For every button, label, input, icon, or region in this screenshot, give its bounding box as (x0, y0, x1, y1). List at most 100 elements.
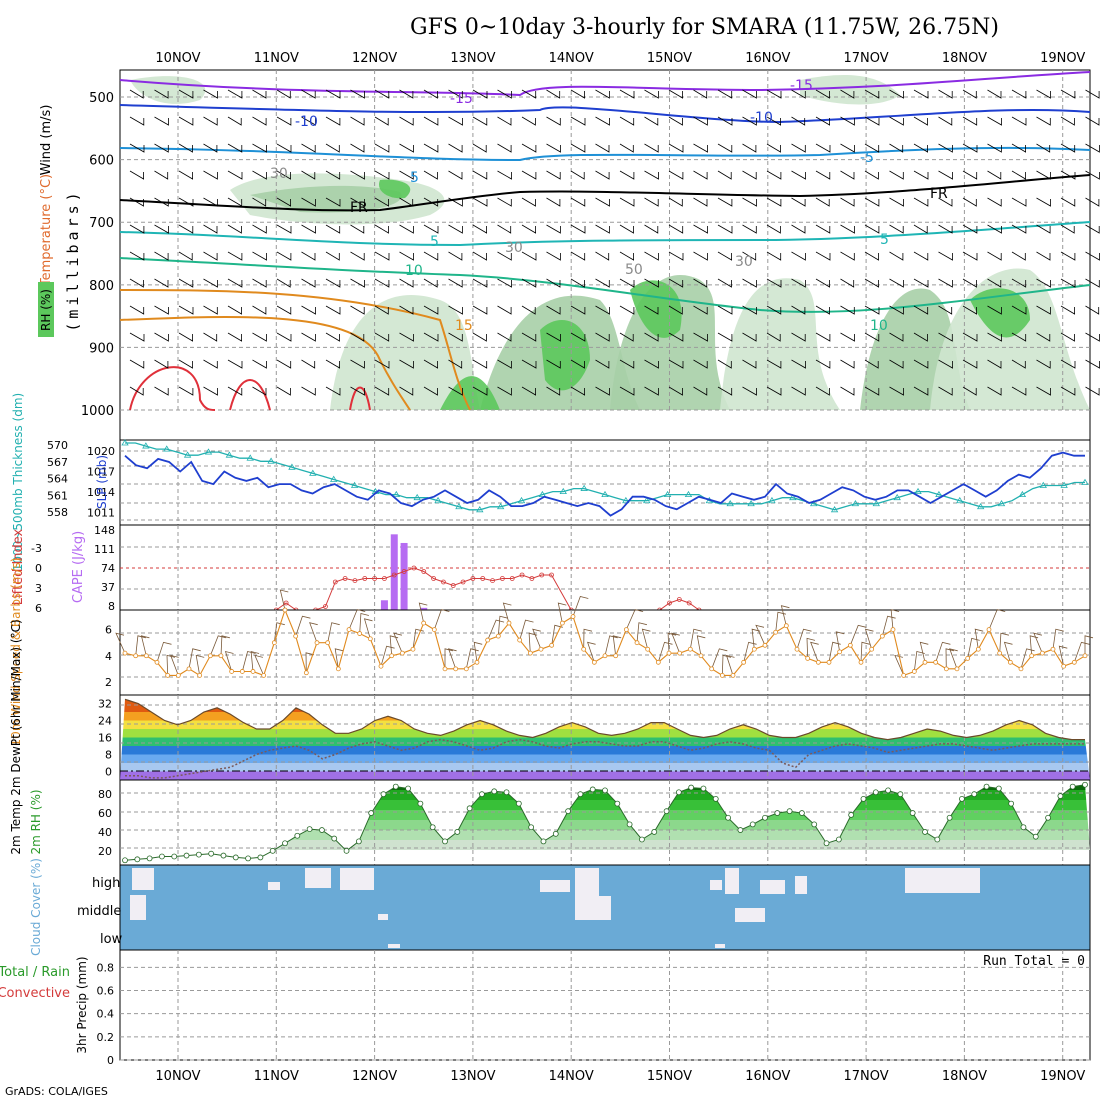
wind-barb (791, 224, 806, 234)
wind-speed-point (421, 620, 427, 626)
wind-barbs (129, 89, 1100, 396)
rh-point (626, 821, 633, 828)
wind-barb (227, 170, 243, 180)
wind-speed-point (154, 659, 160, 665)
wind-barb (962, 89, 977, 99)
wind-barb (203, 89, 218, 99)
top-date-label: 16NOV (745, 51, 790, 66)
surface-wind-barb (721, 654, 732, 676)
wind-barb (987, 89, 1002, 99)
wind-barb (374, 116, 389, 126)
surface-wind-barb (359, 612, 369, 634)
pressure-tick: 1000 (81, 404, 114, 419)
wind-barb (570, 197, 586, 207)
wind-speed-point (1071, 659, 1077, 665)
wind-barb (325, 332, 340, 342)
temperature-tick: 32 (98, 698, 112, 711)
rh-point (417, 800, 424, 807)
wind-barb (766, 224, 781, 234)
top-date-label: 10NOV (155, 51, 200, 66)
rh-shading-area (540, 320, 590, 391)
rh-2m-panel: 20 40 60 80 2m RH (%) (29, 779, 1091, 866)
wind-speed-point (858, 659, 864, 665)
wind-barb (717, 278, 732, 288)
rh-point (1020, 824, 1027, 831)
thickness-tick: 567 (47, 456, 68, 469)
wind-barb (742, 116, 757, 126)
wind-barb (987, 359, 1002, 369)
surface-wind-barb (156, 641, 172, 663)
wind-barb (1036, 305, 1051, 315)
wind-barb (448, 170, 463, 180)
legend-temperature: Temperature (°C) (39, 174, 54, 287)
wind-barb (276, 305, 292, 315)
wind-barb (1085, 224, 1100, 234)
wind-barb (693, 89, 708, 99)
wind-barb (913, 89, 929, 99)
lifted-index-point (382, 576, 387, 581)
wind-barb (546, 305, 561, 315)
contour-label: -15 (450, 91, 473, 107)
surface-wind-barb (309, 622, 318, 643)
surface-wind-barb (273, 622, 285, 643)
contour-label: 30 (735, 254, 753, 270)
surface-wind-barb (433, 609, 450, 630)
wind-barb (938, 251, 953, 261)
wind-barb (399, 116, 414, 126)
surface-wind-barb (487, 619, 505, 641)
wind-barb (693, 359, 708, 369)
wind-barb (864, 89, 880, 99)
wind-barb (1060, 143, 1076, 153)
wind-speed-point (175, 672, 181, 678)
surface-wind-barb (327, 622, 340, 643)
wind-barb (546, 278, 561, 288)
lifted-index-point (539, 572, 545, 578)
wind-barb (178, 305, 194, 315)
rh-point (1045, 814, 1051, 821)
cloud-gap (378, 914, 388, 920)
wind-speed-point (837, 649, 843, 655)
rh-point (688, 784, 695, 791)
temperature-band (120, 771, 1090, 780)
cloud-gap (735, 908, 765, 922)
wind-barb (791, 386, 806, 396)
thickness-tick: 561 (47, 489, 68, 502)
wind-speed-point (869, 646, 875, 652)
wind-barb (521, 332, 537, 342)
surface-wind-barb (572, 596, 589, 617)
rh-point (208, 850, 215, 857)
thickness-marker (601, 490, 609, 498)
wind-barb (325, 224, 341, 234)
wind-barb (252, 170, 267, 180)
wind-speed-point (751, 646, 757, 652)
thickness-line (125, 442, 1085, 511)
rh-point (528, 824, 535, 831)
wind-barb (644, 143, 659, 153)
wind-speed-point (453, 666, 459, 672)
cape-label: CAPE (J/kg) (71, 531, 86, 603)
cape-bar (420, 607, 428, 610)
thickness-marker (413, 493, 421, 501)
thickness-marker (496, 503, 505, 510)
wind-barb (178, 224, 194, 234)
wind-barb (815, 386, 830, 396)
wind-barb (521, 359, 537, 369)
wind-barb (129, 224, 145, 234)
wind-barb (227, 197, 243, 207)
top-date-label: 19NOV (1040, 51, 1085, 66)
wind-barb (374, 386, 390, 396)
wind-barb (423, 278, 438, 288)
wind-barb (276, 89, 291, 99)
rh-point (749, 821, 756, 828)
wind-speed-point (271, 640, 277, 646)
wind-barb (227, 386, 243, 396)
surface-wind-barb (557, 602, 567, 624)
wind-speed-point (1082, 653, 1088, 659)
wind-barb (766, 197, 782, 207)
surface-wind-barb (502, 602, 512, 624)
wind-speed-point (826, 659, 832, 665)
wind-barb (252, 116, 267, 126)
precip-tick: 0 (107, 1054, 114, 1067)
surface-wind-barb (220, 635, 230, 656)
wind-barb (962, 386, 977, 396)
